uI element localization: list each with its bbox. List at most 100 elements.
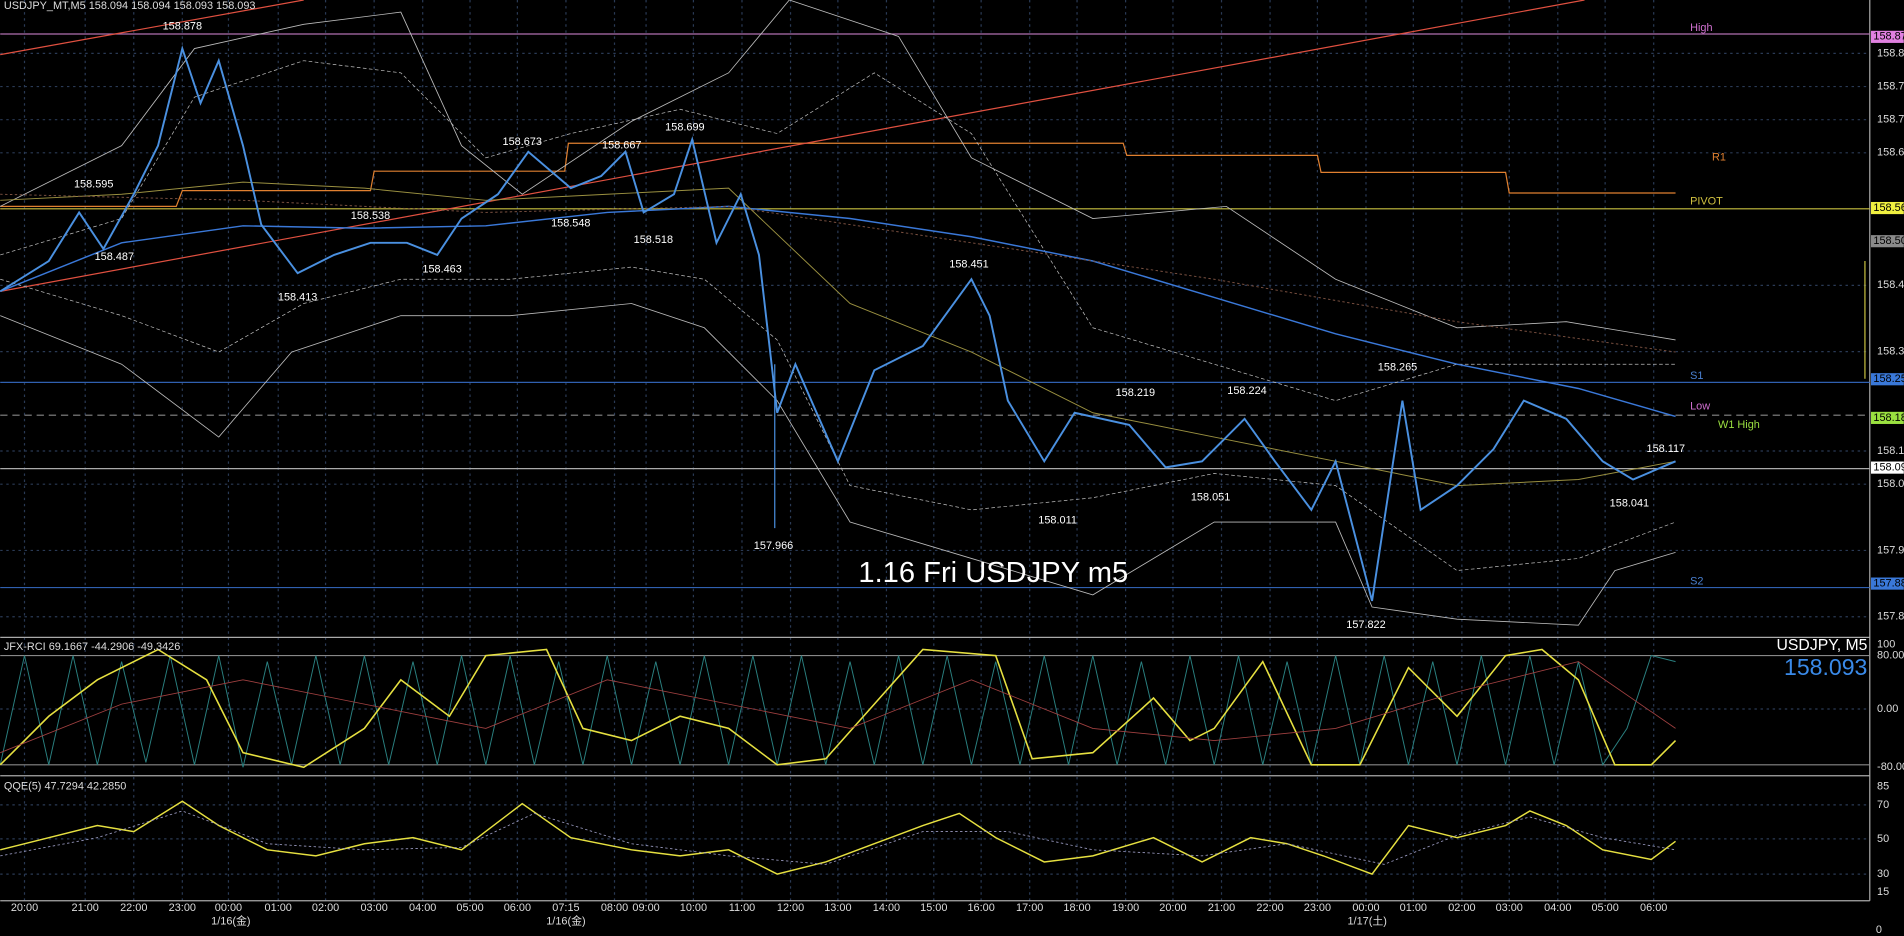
price-label: 158.42 [1877,279,1904,291]
time-label: 04:00 [409,902,436,914]
time-label: 08:00 [601,902,628,914]
swing-label: 158.117 [1647,443,1686,455]
price-box-label: 158.18 [1873,412,1904,424]
price-label: 158.12 [1877,445,1904,457]
swing-label: 158.265 [1378,362,1417,374]
qqe-bottom: 0 [1876,924,1882,936]
rci-label: JFX-RCI 69.1667 -44.2906 -49.3426 [4,641,180,653]
rci-slow [0,648,1677,769]
price-box-label: 157.88 [1873,577,1904,589]
time-label: 04:00 [1544,902,1571,914]
swing-label: 158.667 [602,140,641,152]
level-label: S2 [1690,575,1703,587]
time-label: 10:00 [680,902,707,914]
time-label: 01:00 [265,902,292,914]
price-box [1871,235,1904,248]
price-label: 158.84 [1877,47,1904,59]
price-label: 157.82 [1877,611,1904,623]
symbol-info: USDJPY_MT,M5 158.094 158.094 158.093 158… [4,0,256,12]
time-label: 16:00 [967,902,994,914]
level-label: High [1690,22,1712,34]
level-label: R1 [1712,152,1726,164]
swing-label: 158.878 [163,21,202,33]
time-label: 03:00 [360,902,387,914]
rci-axis-label: -80.00 [1877,761,1904,773]
swing-label: 158.413 [278,291,317,303]
time-label: 19:00 [1112,902,1139,914]
price-label: 158.30 [1877,346,1904,358]
qqe-axis-label: 70 [1877,799,1889,811]
level-label: S1 [1690,370,1703,382]
swing-label: 158.011 [1038,515,1077,527]
price-label: 158.78 [1877,80,1904,92]
time-label: 05:00 [456,902,483,914]
envelope-upper [0,60,1676,402]
price-box-label: 158.25 [1873,373,1904,385]
r1-step [0,142,1676,207]
price-label: 158.06 [1877,478,1904,490]
moving-average [0,181,1676,487]
time-label: 02:00 [312,902,339,914]
swing-label: 158.487 [95,251,134,263]
bollinger-lower [0,303,1676,626]
swing-label: 158.051 [1191,492,1230,504]
time-label: 01:00 [1400,902,1427,914]
chart-title: 1.16 Fri USDJPY m5 [858,557,1128,589]
swing-label: 158.595 [74,178,113,190]
price-line [0,45,1676,602]
time-label: 11:00 [729,902,755,914]
time-label: 06:00 [1640,902,1667,914]
rci-axis-label: 100 [1877,639,1895,651]
time-label: 18:00 [1063,902,1090,914]
time-label: 03:00 [1496,902,1523,914]
time-label: 09:00 [632,902,659,914]
swing-label: 158.463 [422,263,461,275]
swing-label: 158.699 [665,121,704,133]
rci-axis-label: 80.000 [1877,649,1904,661]
time-label: 02:00 [1448,902,1475,914]
time-label: 23:00 [169,902,196,914]
swing-label: 158.548 [551,217,590,229]
time-label: 00:00 [1352,902,1379,914]
price-box-label: 158.50 [1873,235,1904,247]
time-label: 21:00 [72,902,99,914]
qqe-axis-label: 30 [1877,868,1889,880]
swing-label: 158.538 [351,210,390,222]
price-box [1871,577,1904,590]
swing-label: 158.041 [1610,498,1649,510]
time-label: 14:00 [873,902,900,914]
price-box [1871,411,1904,424]
price-box [1871,461,1904,474]
price-box [1871,201,1904,215]
time-label: 15:00 [920,902,947,914]
moving-average [0,193,1676,353]
time-label: 21:00 [1208,902,1235,914]
time-label: 17:00 [1016,902,1043,914]
price-label: 157.94 [1877,544,1904,556]
price-label: 158.66 [1877,147,1904,159]
price-box-label: 158.87 [1873,31,1904,43]
swing-label: 157.966 [754,540,793,552]
level-label: PIVOT [1690,195,1723,207]
qqe-axis-label: 50 [1877,833,1889,845]
date-label: 1/16(金) [211,913,250,927]
time-label: 07:15 [552,902,579,914]
time-label: 12:00 [777,902,804,914]
price-box [1871,30,1904,43]
current-price: 158.093 [1784,654,1867,680]
swing-label: 158.451 [949,259,988,271]
price-label: 158.72 [1877,114,1904,126]
date-label: 1/17(土) [1347,914,1386,927]
qqe-line [0,800,1676,875]
qqe-label: QQE(5) 47.7294 42.2850 [4,781,126,793]
swing-label: 158.518 [634,234,673,246]
price-box-label: 158.56 [1873,202,1904,214]
envelope-lower [0,266,1676,571]
time-label: 05:00 [1591,902,1618,914]
qqe-axis-label: 15 [1877,886,1889,898]
rci-long [0,661,1676,754]
level-label: Low [1690,401,1710,413]
swing-label: 158.224 [1227,385,1266,397]
price-box-label: 158.09 [1873,461,1904,473]
